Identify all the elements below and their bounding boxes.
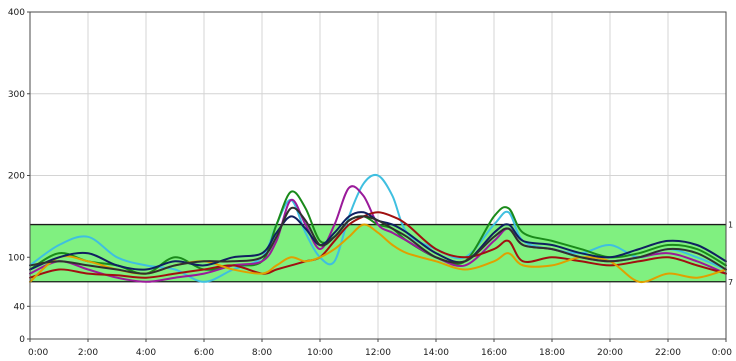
series-line-6	[29, 206, 727, 275]
x-tick-label-11: 22:00	[655, 348, 681, 358]
axis-ticks: 0:00 2:00 4:00 6:00 8:00 10:00 12:00 14:00 16:00…	[8, 8, 732, 358]
x-tick-label-6: 12:00	[365, 348, 391, 358]
x-tick-label-5: 10:00	[307, 348, 333, 358]
y-tick-label-1: 40	[14, 302, 26, 312]
x-tick-label-2: 4:00	[136, 348, 156, 358]
series-line-5	[29, 211, 727, 271]
x-tick-label-7: 14:00	[423, 348, 449, 358]
target-range-band: 17	[30, 221, 733, 287]
x-tick-label-8: 16:00	[481, 348, 507, 358]
x-tick-label-4: 8:00	[252, 348, 272, 358]
y-tick-label-3: 200	[8, 172, 25, 182]
y-tick-label-0: 0	[19, 335, 25, 345]
x-tick-label-3: 6:00	[194, 348, 214, 358]
target-range-lower-label: 7	[728, 278, 733, 287]
target-range-upper-label: 1	[728, 221, 733, 230]
x-tick-label-10: 20:00	[597, 348, 623, 358]
x-tick-label-9: 18:00	[539, 348, 565, 358]
target-range-fill	[30, 224, 726, 282]
y-tick-label-2: 100	[8, 253, 25, 263]
y-tick-label-5: 400	[8, 8, 25, 18]
x-tick-label-1: 2:00	[78, 348, 98, 358]
x-tick-label-12: 0:00	[712, 348, 732, 358]
x-tick-label-0: 0:00	[28, 348, 48, 358]
y-tick-label-4: 300	[8, 90, 25, 100]
series-lines	[29, 173, 727, 284]
